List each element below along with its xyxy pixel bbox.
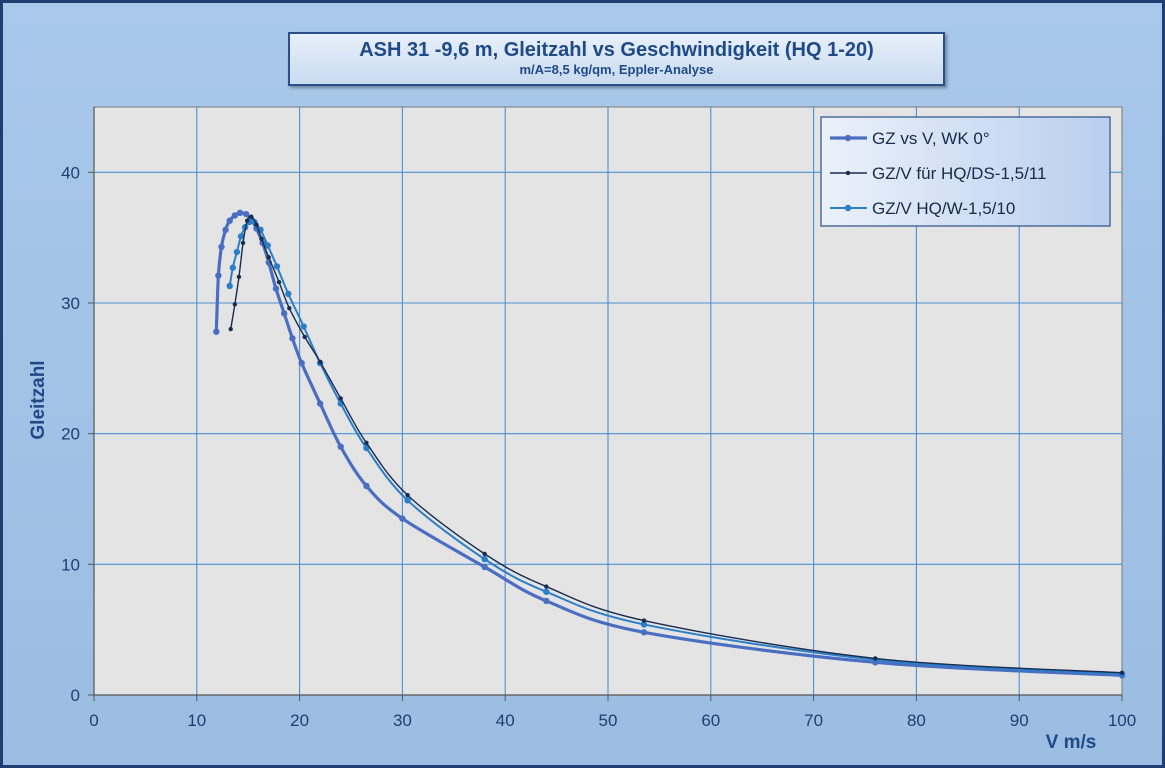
data-point [640,629,648,636]
data-point [285,290,292,298]
data-point [266,255,271,260]
data-point [404,497,411,504]
data-point [544,584,549,589]
data-point [543,588,550,595]
series-0 [213,209,1126,679]
data-point [229,264,236,271]
data-point [338,396,343,401]
x-tick-label: 40 [496,711,515,730]
y-tick-label: 40 [61,163,80,182]
data-point [363,482,370,490]
data-point [363,444,370,452]
data-point [242,210,250,218]
x-tick-label: 30 [393,711,412,730]
data-point [276,279,282,285]
data-point [289,335,296,342]
x-tick-label: 90 [1010,711,1029,730]
chart-title-box: ASH 31 -9,6 m, Gleitzahl vs Geschwindigk… [288,32,945,86]
y-tick-label: 0 [71,686,80,705]
data-point [280,310,288,317]
data-point [249,214,254,219]
series-layer [213,209,1126,679]
data-point [232,302,238,307]
x-tick-label: 70 [804,711,823,730]
chart-title: ASH 31 -9,6 m, Gleitzahl vs Geschwindigk… [359,39,874,61]
data-point [405,492,410,498]
data-point [254,222,259,227]
x-tick-label: 0 [89,711,98,730]
data-point [231,212,239,219]
data-point [543,597,550,605]
x-tick-label: 100 [1108,711,1136,730]
data-point [399,515,406,522]
legend-entry: GZ vs V, WK 0° [830,129,990,148]
data-point [215,272,222,279]
data-point [237,233,245,240]
data-point [236,209,244,217]
legend-label: GZ vs V, WK 0° [872,129,990,148]
data-point [226,217,233,224]
x-tick-label: 20 [290,711,309,730]
data-point [222,226,229,234]
data-point [273,263,281,270]
data-point [233,248,241,256]
data-point [482,551,487,557]
data-point [287,306,292,311]
legend-marker [844,204,852,212]
x-tick-label: 60 [701,711,720,730]
x-tick-label: 50 [599,711,618,730]
x-tick-label: 80 [907,711,926,730]
data-point [226,282,233,290]
legend-marker [845,170,851,176]
y-axis-label: Gleitzahl [28,360,49,439]
legend-label: GZ/V HQ/W-1,5/10 [872,199,1015,218]
data-point [481,555,488,563]
data-point [302,334,307,340]
data-point [218,243,225,251]
data-point [298,359,305,367]
legend-entry: GZ/V HQ/W-1,5/10 [830,199,1015,218]
legend-label: GZ/V für HQ/DS-1,5/11 [872,164,1046,183]
data-point [317,359,323,364]
axes: 0 10 20 30 40 50 60 70 80 90 100 0 10 20 30 40 [61,107,1136,730]
x-tick-label: 10 [187,711,206,730]
data-point [1119,670,1125,675]
series-1 [228,214,1125,675]
data-point [300,323,307,330]
data-point [272,285,280,292]
data-point [316,400,324,407]
y-tick-label: 20 [61,425,80,444]
data-point [873,656,878,661]
x-axis-label: V m/s [1046,732,1097,753]
legend-marker [844,134,852,142]
y-tick-label: 10 [61,555,80,574]
data-point [236,274,242,280]
data-point [481,563,488,571]
data-point [337,443,344,450]
legend-box [820,116,1111,227]
y-tick-label: 30 [61,294,80,313]
data-point [640,621,648,628]
chart-subtitle: m/A=8,5 kg/qm, Eppler-Analyse [519,62,714,77]
data-point [264,242,271,249]
data-point [641,618,647,623]
data-point [259,236,264,242]
data-point [244,218,250,223]
legend-entry: GZ/V für HQ/DS-1,5/11 [830,164,1046,183]
data-point [213,328,220,335]
data-point [240,240,246,246]
data-point [364,440,369,446]
data-point [228,326,233,332]
legend: GZ vs V, WK 0° GZ/V für HQ/DS-1,5/11 GZ/V … [820,116,1111,227]
